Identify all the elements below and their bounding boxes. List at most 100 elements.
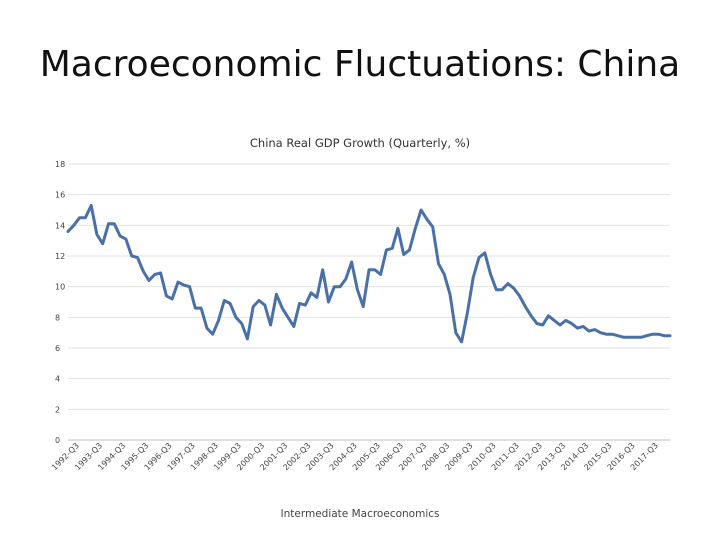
- data-point: [646, 335, 648, 337]
- data-point: [142, 270, 144, 272]
- data-point: [67, 230, 69, 232]
- data-point: [576, 327, 578, 329]
- y-tick-label: 14: [55, 221, 65, 230]
- data-point: [194, 307, 196, 309]
- data-point: [582, 325, 584, 327]
- y-tick-label: 4: [55, 375, 60, 384]
- y-tick-label: 10: [55, 283, 65, 292]
- data-point: [252, 305, 254, 307]
- data-point: [414, 227, 416, 229]
- y-tick-label: 0: [55, 436, 60, 445]
- data-point: [350, 261, 352, 263]
- data-point: [368, 269, 370, 271]
- data-point: [84, 217, 86, 219]
- data-point: [640, 336, 642, 338]
- data-point: [594, 328, 596, 330]
- data-point: [432, 226, 434, 228]
- data-point: [206, 327, 208, 329]
- data-point: [339, 286, 341, 288]
- data-point: [188, 286, 190, 288]
- data-point: [513, 287, 515, 289]
- y-tick-label: 18: [55, 160, 65, 169]
- data-point: [119, 235, 121, 237]
- data-point: [235, 316, 237, 318]
- data-point: [269, 324, 271, 326]
- data-point: [426, 218, 428, 220]
- data-point: [148, 279, 150, 281]
- data-point: [559, 324, 561, 326]
- data-point: [542, 324, 544, 326]
- data-point: [530, 315, 532, 317]
- data-point: [379, 273, 381, 275]
- data-point: [484, 252, 486, 254]
- slide-title: Macroeconomic Fluctuations: China: [39, 44, 681, 85]
- data-point: [223, 299, 225, 301]
- chart-title: China Real GDP Growth (Quarterly, %): [249, 136, 471, 150]
- data-point: [460, 341, 462, 343]
- data-point: [495, 289, 497, 291]
- data-point: [102, 243, 104, 245]
- data-point: [634, 336, 636, 338]
- y-tick-label: 16: [55, 191, 65, 200]
- data-point: [628, 336, 630, 338]
- data-point: [478, 256, 480, 258]
- data-point: [356, 289, 358, 291]
- data-point: [623, 336, 625, 338]
- data-point: [443, 273, 445, 275]
- data-point: [547, 315, 549, 317]
- data-point: [171, 298, 173, 300]
- data-point: [507, 282, 509, 284]
- y-tick-label: 2: [55, 405, 60, 414]
- data-point: [449, 293, 451, 295]
- data-point: [78, 217, 80, 219]
- data-point: [518, 295, 520, 297]
- data-point: [310, 292, 312, 294]
- series-line-gdp-growth: [66, 203, 672, 344]
- data-point: [316, 296, 318, 298]
- data-point: [397, 227, 399, 229]
- data-point: [73, 224, 75, 226]
- data-point: [159, 272, 161, 274]
- data-point: [258, 299, 260, 301]
- y-tick-label: 6: [55, 344, 60, 353]
- data-point: [362, 305, 364, 307]
- data-point: [154, 273, 156, 275]
- data-point: [275, 293, 277, 295]
- data-point: [617, 335, 619, 337]
- data-point: [669, 335, 671, 337]
- data-point: [466, 312, 468, 314]
- data-point: [298, 302, 300, 304]
- data-point: [536, 322, 538, 324]
- data-point: [374, 269, 376, 271]
- data-point: [657, 333, 659, 335]
- data-point: [200, 307, 202, 309]
- data-point: [472, 276, 474, 278]
- data-point: [611, 333, 613, 335]
- data-point: [605, 333, 607, 335]
- data-point: [489, 273, 491, 275]
- data-point: [345, 278, 347, 280]
- data-point: [177, 281, 179, 283]
- data-point: [322, 269, 324, 271]
- data-point: [183, 284, 185, 286]
- data-point: [96, 233, 98, 235]
- data-point: [246, 338, 248, 340]
- data-point: [651, 333, 653, 335]
- data-point: [212, 333, 214, 335]
- data-point: [293, 325, 295, 327]
- data-point: [125, 238, 127, 240]
- data-point: [501, 289, 503, 291]
- data-point: [420, 209, 422, 211]
- data-point: [131, 255, 133, 257]
- data-point: [229, 302, 231, 304]
- data-point: [565, 319, 567, 321]
- data-point: [663, 335, 665, 337]
- data-point: [588, 330, 590, 332]
- data-point: [553, 319, 555, 321]
- data-point: [455, 332, 457, 334]
- data-point: [90, 204, 92, 206]
- y-tick-label: 8: [55, 313, 60, 322]
- data-point: [570, 322, 572, 324]
- data-point: [408, 249, 410, 251]
